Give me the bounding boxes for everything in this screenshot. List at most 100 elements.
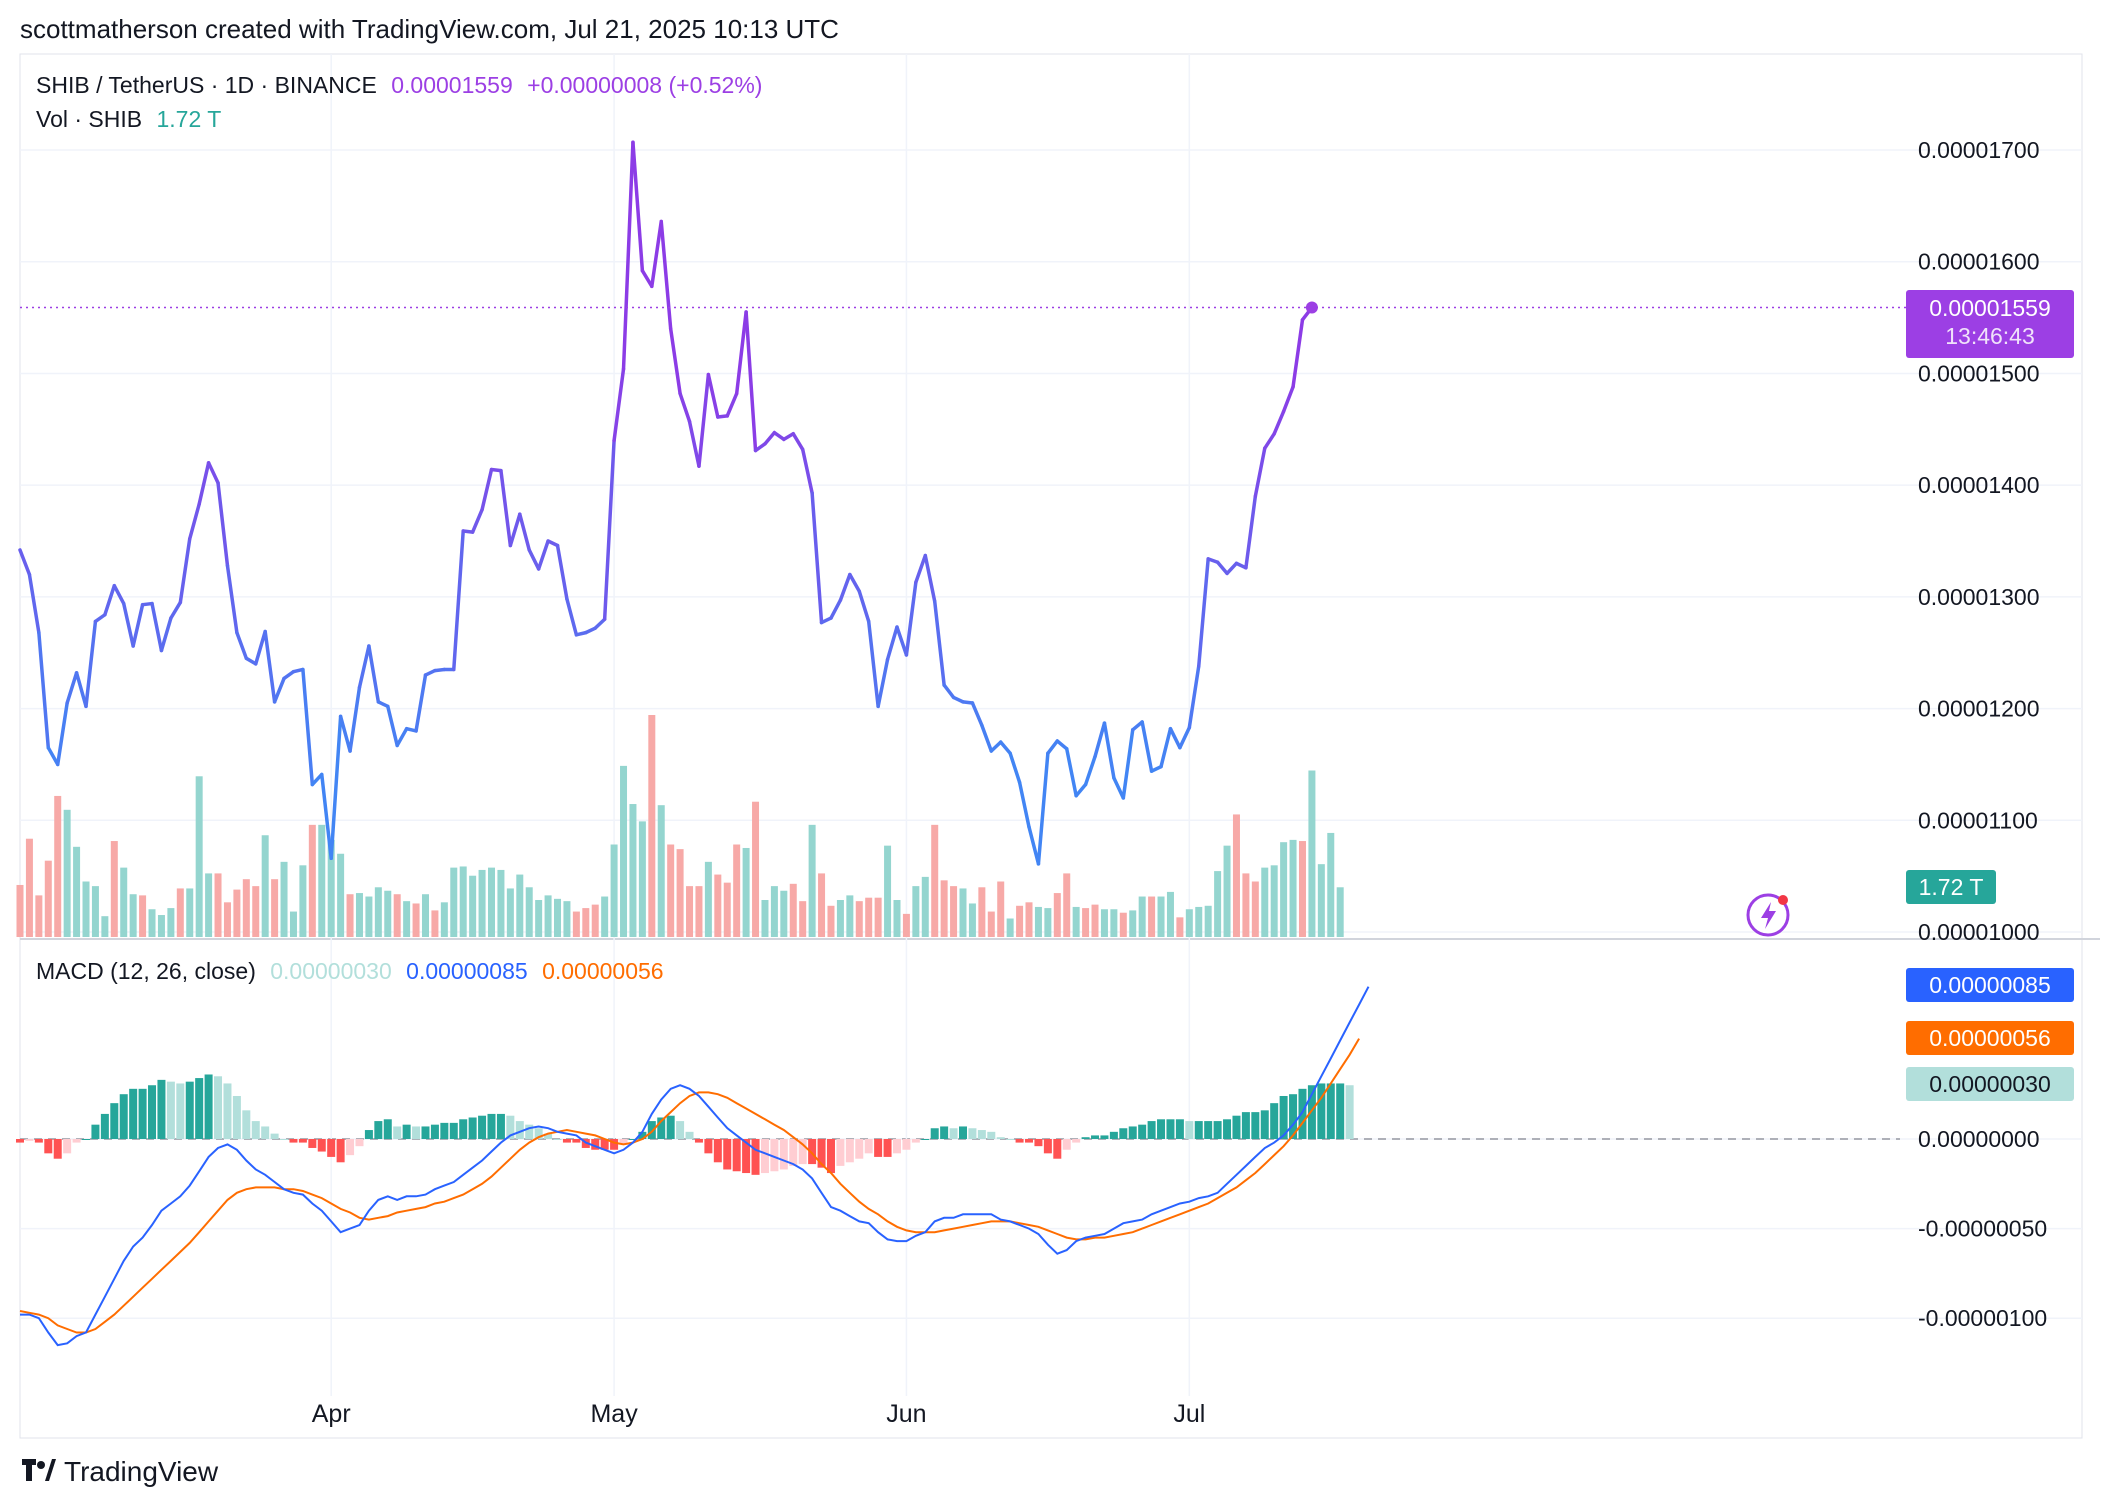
macd-histogram-bar xyxy=(808,1139,817,1165)
price-line-segment xyxy=(131,602,145,648)
volume-bar xyxy=(1091,904,1099,937)
volume-bar xyxy=(893,900,901,937)
volume-bar xyxy=(968,903,976,937)
volume-bar xyxy=(63,809,71,937)
volume-bar xyxy=(836,900,844,937)
volume-bar xyxy=(1138,896,1146,937)
macd-signal-tag: 0.00000056 xyxy=(1906,1021,2074,1055)
price-line-segment xyxy=(1197,557,1210,668)
price-line-segment xyxy=(357,644,371,690)
volume-histogram xyxy=(16,715,1344,937)
price-line-segment xyxy=(1178,725,1192,750)
macd-legend[interactable]: MACD (12, 26, close) 0.00000030 0.000000… xyxy=(36,958,672,985)
macd-histogram-bar xyxy=(1260,1110,1269,1139)
volume-bar xyxy=(1214,871,1222,937)
macd-histogram-bar xyxy=(487,1113,496,1139)
price-line-segment xyxy=(74,671,88,709)
price-line-segment xyxy=(65,671,79,705)
macd-histogram-bar xyxy=(440,1122,449,1139)
macd-histogram-bar xyxy=(855,1139,864,1159)
macd-histogram-bar xyxy=(610,1139,619,1150)
macd-histogram-bar xyxy=(676,1121,685,1139)
macd-axis-label: -0.00000050 xyxy=(1918,1216,2047,1242)
price-line-segment xyxy=(1008,751,1022,785)
volume-bar xyxy=(818,873,826,937)
symbol-legend[interactable]: SHIB / TetherUS · 1D · BINANCE 0.0000155… xyxy=(36,72,770,99)
time-axis-label: May xyxy=(590,1400,638,1428)
macd-histogram-bar xyxy=(34,1139,43,1143)
volume-bar xyxy=(865,897,873,937)
macd-histogram-bar xyxy=(883,1139,892,1157)
price-line-segment xyxy=(518,512,531,552)
price-line-segment xyxy=(866,619,880,709)
macd-histogram-bar xyxy=(1006,1139,1015,1140)
volume-bar xyxy=(516,874,524,937)
volume-bar xyxy=(488,867,495,937)
legend-price: 0.00001559 xyxy=(391,72,513,98)
price-line-segment xyxy=(650,219,663,289)
volume-bar xyxy=(205,873,213,937)
price-line-segment xyxy=(27,572,41,635)
price-line-segment xyxy=(782,432,796,442)
macd-histogram-bar xyxy=(996,1137,1005,1139)
volume-bar xyxy=(469,875,477,937)
symbol-name[interactable]: SHIB / TetherUS · 1D · BINANCE xyxy=(36,72,377,98)
macd-histogram-bar xyxy=(1307,1085,1316,1139)
volume-bar xyxy=(620,765,628,937)
macd-histogram-bar xyxy=(1138,1124,1147,1139)
volume-bar xyxy=(704,861,712,937)
price-line-segment xyxy=(244,656,258,666)
volume-bar xyxy=(808,824,816,937)
volume-bar xyxy=(610,844,618,937)
macd-histogram-bar xyxy=(534,1128,543,1139)
volume-bar xyxy=(997,881,1005,937)
volume-bar xyxy=(129,894,137,937)
price-line-segment xyxy=(480,467,494,512)
volume-bar xyxy=(459,866,467,937)
macd-histogram-bar xyxy=(619,1139,628,1145)
macd-histogram-bar xyxy=(251,1121,260,1139)
volume-bar xyxy=(450,867,458,937)
macd-histogram-bar xyxy=(148,1085,157,1139)
price-line-segment xyxy=(46,745,60,767)
volume-bar xyxy=(242,879,250,937)
macd-histogram-bar xyxy=(874,1139,883,1157)
volume-bar xyxy=(1242,873,1250,937)
price-line-segment xyxy=(1074,782,1088,798)
time-axis-label: Apr xyxy=(312,1400,351,1428)
tradingview-logo[interactable]: TradingView xyxy=(22,1456,218,1488)
price-line-segment xyxy=(1140,720,1154,773)
macd-histogram-bar xyxy=(63,1139,72,1154)
macd-histogram-bar xyxy=(968,1128,977,1139)
volume-bar xyxy=(157,915,165,937)
price-line-segment xyxy=(187,502,201,541)
macd-histogram-bar xyxy=(214,1076,223,1139)
price-line-segment xyxy=(1121,728,1135,800)
price-line-segment xyxy=(989,740,1003,753)
price-line-segment xyxy=(55,701,69,767)
volume-bar xyxy=(1270,865,1278,937)
price-line-segment xyxy=(763,430,777,446)
volume-bar xyxy=(780,890,788,937)
volume-bar xyxy=(431,910,439,937)
macd-histogram-bar xyxy=(1289,1094,1298,1139)
volume-legend[interactable]: Vol · SHIB 1.72 T xyxy=(36,106,229,133)
macd-histogram-bar xyxy=(1232,1115,1241,1139)
volume-bar xyxy=(770,886,778,937)
macd-label[interactable]: MACD (12, 26, close) xyxy=(36,958,256,984)
volume-label[interactable]: Vol · SHIB xyxy=(36,106,143,132)
macd-histogram-bar xyxy=(129,1088,138,1139)
macd-histogram-bar xyxy=(242,1110,251,1139)
volume-bar xyxy=(91,886,99,937)
price-line-segment xyxy=(197,461,211,506)
last-price-tag[interactable]: 0.00001559 13:46:43 xyxy=(1906,290,2074,358)
macd-histogram-bar xyxy=(204,1074,213,1139)
volume-bar xyxy=(35,895,43,937)
price-line-segment xyxy=(1168,726,1182,750)
price-line-segment xyxy=(904,580,918,657)
macd-histogram-bar xyxy=(261,1126,270,1139)
price-line-segment xyxy=(272,676,286,704)
volume-bar xyxy=(280,861,288,937)
volume-bar xyxy=(110,841,118,937)
